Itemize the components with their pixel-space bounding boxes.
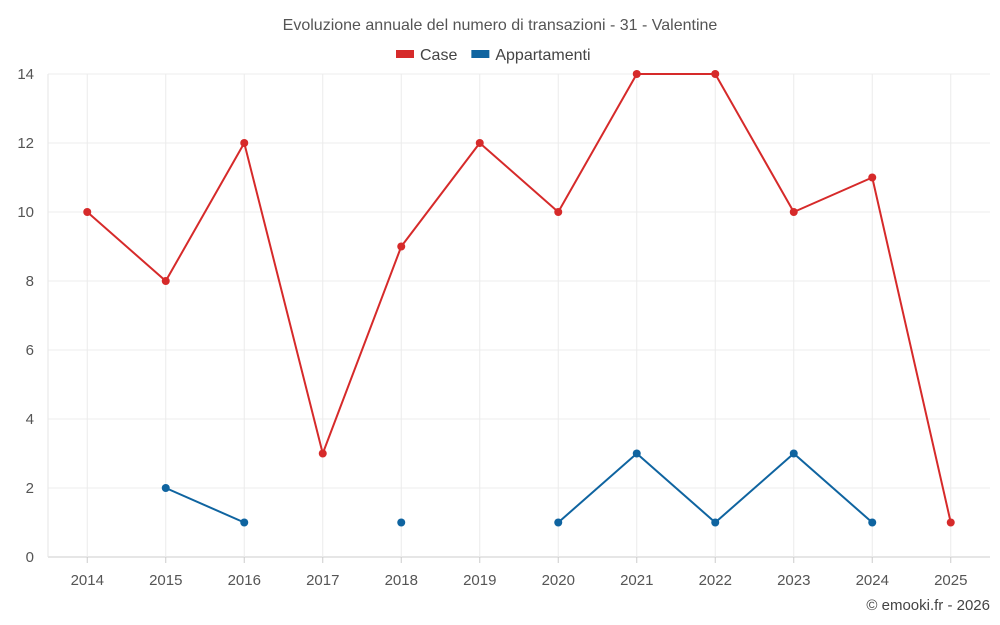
series-line	[86, 73, 952, 523]
grid	[48, 73, 990, 558]
data-point	[711, 70, 720, 78]
data-point	[397, 518, 406, 527]
x-tick-label: 2014	[71, 572, 104, 589]
credit-text: © emooki.fr - 2026	[866, 597, 990, 614]
legend-swatch	[396, 50, 414, 58]
data-point	[318, 449, 327, 458]
data-point	[789, 449, 798, 458]
y-tick-label: 10	[17, 204, 34, 221]
data-point	[868, 518, 877, 527]
data-point	[789, 208, 798, 216]
y-tick-label: 12	[17, 135, 34, 152]
series	[83, 70, 955, 527]
data-point	[397, 242, 406, 251]
series-case	[83, 70, 955, 527]
legend: Case Appartamenti	[396, 47, 591, 64]
data-point	[475, 139, 484, 147]
y-tick-label: 4	[26, 411, 34, 428]
data-point	[240, 139, 249, 147]
series-appartamenti	[161, 449, 877, 527]
y-tick-label: 2	[26, 480, 34, 497]
x-tick-label: 2019	[463, 572, 496, 589]
axes: 0 2 4 6 8 10 12 14 2014 2015 2016 2017 2018 2019 2020 2…	[17, 66, 967, 589]
x-tick-label: 2016	[228, 572, 261, 589]
data-point	[711, 518, 720, 527]
data-point	[240, 518, 249, 527]
y-tick-label: 8	[26, 273, 34, 290]
x-tick-label: 2020	[542, 572, 575, 589]
chart-title: Evoluzione annuale del numero di transaz…	[283, 17, 718, 34]
legend-item[interactable]: Case	[396, 47, 457, 64]
data-point	[554, 208, 563, 216]
data-point	[946, 518, 955, 527]
data-point	[868, 173, 877, 182]
legend-item[interactable]: Appartamenti	[471, 47, 591, 64]
x-tick-label: 2018	[385, 572, 418, 589]
data-point	[161, 484, 170, 492]
x-tick-label: 2015	[149, 572, 182, 589]
x-tick-label: 2024	[856, 572, 889, 589]
data-point	[554, 518, 563, 527]
data-point	[83, 208, 92, 216]
x-tick-label: 2025	[934, 572, 967, 589]
data-point	[161, 277, 170, 285]
x-tick-label: 2021	[620, 572, 653, 589]
x-tick-label: 2017	[306, 572, 339, 589]
data-point	[632, 449, 641, 458]
legend-label: Appartamenti	[495, 47, 590, 64]
y-tick-label: 14	[17, 66, 34, 83]
legend-swatch	[471, 50, 490, 58]
y-tick-label: 6	[26, 342, 34, 359]
legend-label: Case	[420, 47, 457, 64]
x-tick-label: 2022	[699, 572, 732, 589]
data-point	[632, 70, 641, 78]
x-tick-label: 2023	[777, 572, 810, 589]
series-line	[165, 487, 245, 524]
y-tick-label: 0	[26, 549, 34, 566]
